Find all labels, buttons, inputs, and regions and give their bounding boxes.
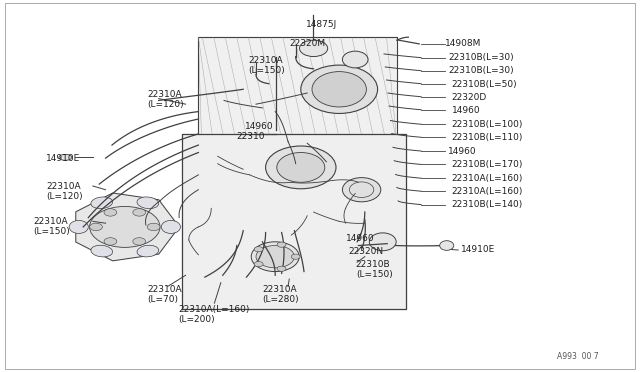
Text: 22310A(L=160): 22310A(L=160) <box>452 187 524 196</box>
Polygon shape <box>182 134 406 309</box>
Text: 22310A: 22310A <box>46 182 81 190</box>
Circle shape <box>256 246 294 268</box>
Text: 22320N: 22320N <box>349 247 384 256</box>
Ellipse shape <box>137 197 159 209</box>
Text: 22310A: 22310A <box>262 285 297 294</box>
Ellipse shape <box>137 245 159 257</box>
Circle shape <box>90 223 102 231</box>
Ellipse shape <box>69 220 88 234</box>
Text: (L=280): (L=280) <box>262 295 299 304</box>
Ellipse shape <box>369 233 396 251</box>
Circle shape <box>133 238 146 245</box>
Text: 22310B(L=140): 22310B(L=140) <box>452 200 523 209</box>
Ellipse shape <box>266 146 336 189</box>
Text: (L=150): (L=150) <box>248 66 285 75</box>
Ellipse shape <box>440 241 454 250</box>
Ellipse shape <box>276 153 324 182</box>
Text: 22310: 22310 <box>237 132 266 141</box>
Text: (L=150): (L=150) <box>33 227 70 236</box>
Text: (L=120): (L=120) <box>46 192 83 201</box>
Text: 22310B(L=170): 22310B(L=170) <box>452 160 524 169</box>
Text: 22310B(L=30): 22310B(L=30) <box>448 66 514 75</box>
Text: 14960: 14960 <box>452 106 481 115</box>
Ellipse shape <box>251 242 300 272</box>
Text: 22320M: 22320M <box>289 39 325 48</box>
Text: 22310A(L=160): 22310A(L=160) <box>452 174 524 183</box>
Text: 22320D: 22320D <box>452 93 487 102</box>
Ellipse shape <box>91 197 113 209</box>
Ellipse shape <box>161 220 180 234</box>
Text: 22310B: 22310B <box>356 260 390 269</box>
Text: 14910E: 14910E <box>46 154 81 163</box>
Circle shape <box>291 254 300 259</box>
Circle shape <box>300 40 328 57</box>
Text: 14910E: 14910E <box>461 246 495 254</box>
Text: A993  00 7: A993 00 7 <box>557 352 598 361</box>
Circle shape <box>104 209 117 216</box>
Text: 14875J: 14875J <box>306 20 337 29</box>
Ellipse shape <box>91 245 113 257</box>
Text: 22310A: 22310A <box>33 217 68 226</box>
Text: 22310B(L=100): 22310B(L=100) <box>452 120 524 129</box>
Ellipse shape <box>312 71 367 107</box>
Text: 14960: 14960 <box>346 234 374 243</box>
Text: 22310A: 22310A <box>147 285 182 294</box>
Text: 22310A(L=160): 22310A(L=160) <box>178 305 250 314</box>
Text: 22310A: 22310A <box>248 56 283 65</box>
Ellipse shape <box>342 51 368 68</box>
Circle shape <box>90 206 160 247</box>
Text: 14908M: 14908M <box>445 39 481 48</box>
Text: 14960: 14960 <box>448 147 477 155</box>
Text: 22310B(L=30): 22310B(L=30) <box>448 53 514 62</box>
Circle shape <box>147 223 160 231</box>
Ellipse shape <box>342 177 381 202</box>
Text: (L=70): (L=70) <box>147 295 178 304</box>
Ellipse shape <box>301 65 378 113</box>
Circle shape <box>133 209 146 216</box>
Text: 22310B(L=110): 22310B(L=110) <box>452 133 524 142</box>
Polygon shape <box>76 193 179 261</box>
Circle shape <box>254 247 263 252</box>
Circle shape <box>104 238 116 245</box>
Text: 14960: 14960 <box>244 122 273 131</box>
Circle shape <box>254 262 263 267</box>
Text: (L=200): (L=200) <box>178 315 214 324</box>
Text: (L=150): (L=150) <box>356 270 392 279</box>
Text: 22310B(L=50): 22310B(L=50) <box>452 80 518 89</box>
Circle shape <box>277 266 286 271</box>
Ellipse shape <box>59 154 72 160</box>
Polygon shape <box>198 37 397 141</box>
Circle shape <box>277 242 286 247</box>
Text: 22310A: 22310A <box>147 90 182 99</box>
Text: (L=120): (L=120) <box>147 100 184 109</box>
